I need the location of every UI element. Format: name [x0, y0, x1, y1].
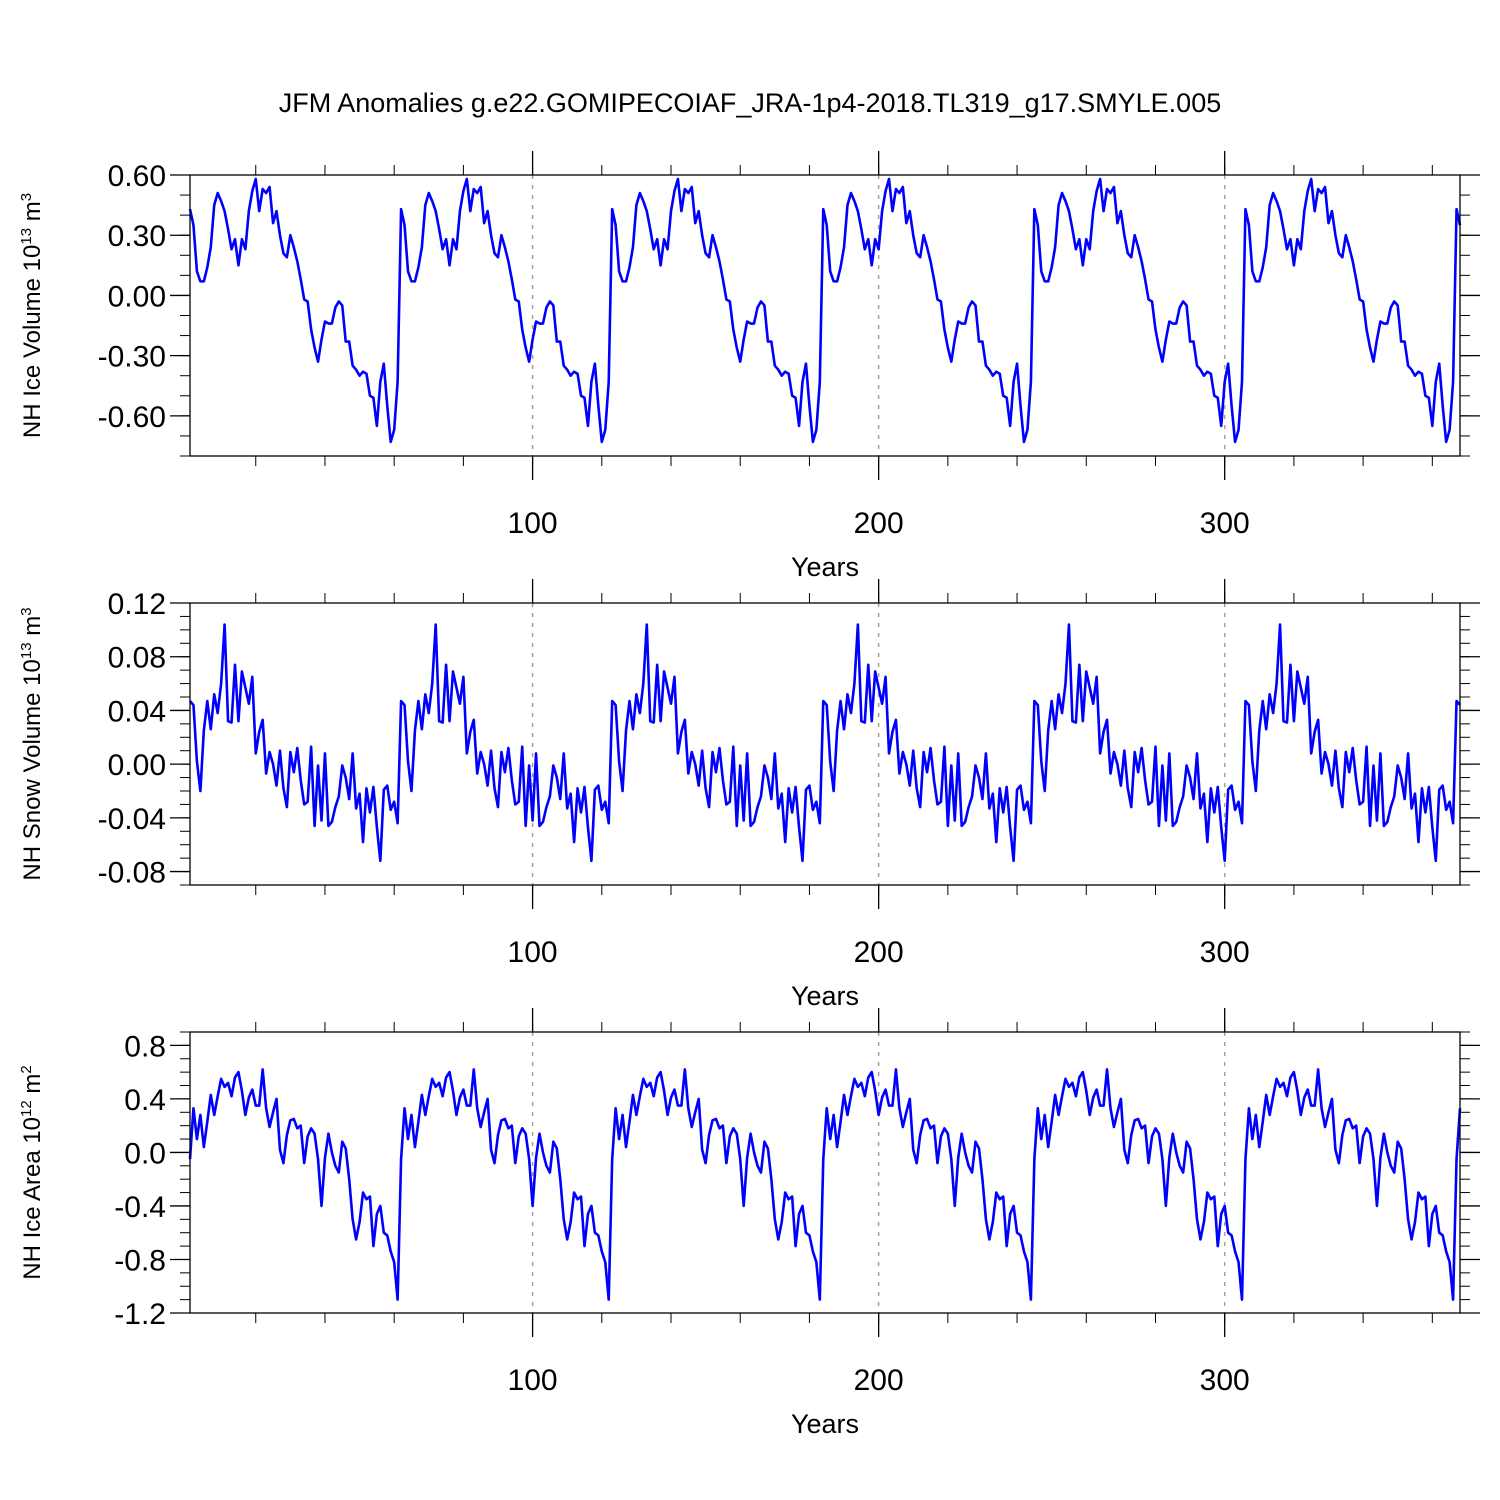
y-tick-label: -0.60 — [98, 401, 166, 434]
x-tick-label: 200 — [854, 507, 904, 540]
y-axis-label-ylabel-unit-exp: 3 — [18, 193, 35, 201]
nh-ice-area-panel: 0.8 0.4 0.0 -0.4 -0.8 -1.2 100 200 300 Years NH Ic… — [18, 1008, 1480, 1439]
y-axis-label-ylabel-main: NH Ice Volume 10 — [19, 245, 46, 438]
x-tick-label: 300 — [1200, 936, 1250, 969]
nh-ice-area-series-line — [188, 1068, 1462, 1301]
x-tick-label: 200 — [854, 1364, 904, 1397]
x-axis-label: Years — [791, 552, 859, 582]
y-tick-label: 0.12 — [108, 588, 166, 621]
y-axis-label-ylabel-unit-exp: 2 — [18, 1065, 35, 1073]
y-tick-label: 0.60 — [108, 160, 166, 193]
y-tick-label: 0.08 — [108, 642, 166, 675]
y-tick-label: 0.00 — [108, 749, 166, 782]
x-tick-label: 100 — [508, 1364, 558, 1397]
y-tick-label: -0.8 — [114, 1244, 166, 1277]
y-axis-label-ylabel-unit: m — [19, 616, 46, 643]
y-tick-label: -0.08 — [98, 857, 166, 890]
y-tick-label: 0.04 — [108, 695, 166, 728]
x-tick-label: 100 — [508, 507, 558, 540]
x-tick-label: 300 — [1200, 507, 1250, 540]
y-axis-label: NH Snow Volume 1013 m3 — [18, 607, 46, 880]
x-tick-label: 100 — [508, 936, 558, 969]
y-axis-label-ylabel-unit: m — [19, 201, 46, 228]
x-tick-label: 200 — [854, 936, 904, 969]
panels: 0.60 0.30 0.00 -0.30 -0.60 100 200 300 Years NH I… — [18, 151, 1480, 1439]
y-tick-label: -1.2 — [114, 1298, 166, 1331]
nh-ice-volume-series-line — [188, 177, 1462, 444]
y-axis-label-ylabel-exp: 13 — [18, 228, 35, 245]
y-tick-label: -0.4 — [114, 1191, 166, 1224]
y-tick-label: 0.4 — [124, 1084, 166, 1117]
y-axis-label-ylabel-exp: 13 — [18, 642, 35, 659]
nh-ice-volume-panel: 0.60 0.30 0.00 -0.30 -0.60 100 200 300 Years NH I… — [18, 151, 1480, 582]
nh-snow-volume-panel: 0.12 0.08 0.04 0.00 -0.04 -0.08 100 200 300 Years… — [18, 579, 1480, 1011]
y-axis-label-ylabel-unit-exp: 3 — [18, 607, 35, 615]
nh-snow-volume-series-line — [189, 623, 1461, 863]
y-axis-label-ylabel-exp: 12 — [18, 1100, 35, 1117]
y-tick-label: 0.8 — [124, 1030, 166, 1063]
y-axis-label: NH Ice Volume 1013 m3 — [18, 193, 46, 438]
y-tick-label: 0.30 — [108, 220, 166, 253]
y-axis-label-ylabel-main: NH Snow Volume 10 — [19, 659, 46, 880]
nh-snow-volume-plot-frame — [189, 602, 1461, 886]
y-axis-label: NH Ice Area 1012 m2 — [18, 1065, 46, 1279]
y-axis-label-ylabel-main: NH Ice Area 10 — [19, 1117, 46, 1280]
x-axis-label: Years — [791, 1409, 859, 1439]
y-tick-label: 0.0 — [124, 1137, 166, 1170]
y-axis-label-ylabel-unit: m — [19, 1074, 46, 1101]
y-tick-label: 0.00 — [108, 280, 166, 313]
y-tick-label: -0.04 — [98, 803, 166, 836]
nh-ice-area-plot-frame — [189, 1031, 1461, 1314]
x-axis-label: Years — [791, 981, 859, 1011]
y-tick-label: -0.30 — [98, 341, 166, 374]
chart-title: JFM Anomalies g.e22.GOMIPECOIAF_JRA-1p4-… — [279, 88, 1221, 118]
x-tick-label: 300 — [1200, 1364, 1250, 1397]
